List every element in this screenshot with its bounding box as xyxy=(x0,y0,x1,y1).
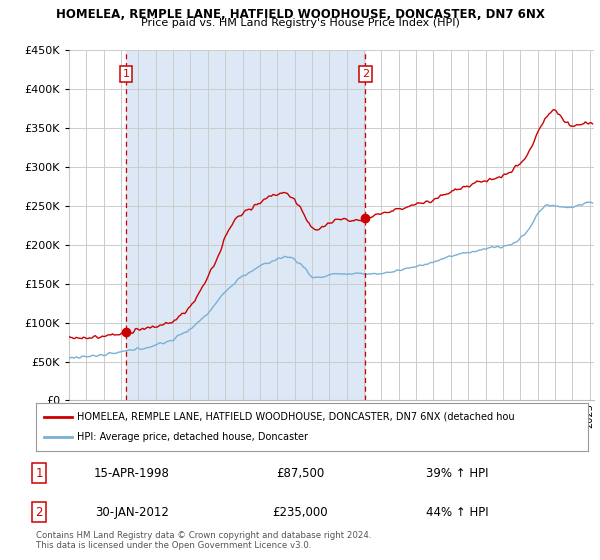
Text: 44% ↑ HPI: 44% ↑ HPI xyxy=(426,506,488,519)
Text: 2: 2 xyxy=(35,506,43,519)
Text: 39% ↑ HPI: 39% ↑ HPI xyxy=(426,466,488,480)
Text: HOMELEA, REMPLE LANE, HATFIELD WOODHOUSE, DONCASTER, DN7 6NX (detached hou: HOMELEA, REMPLE LANE, HATFIELD WOODHOUSE… xyxy=(77,412,515,422)
Text: Contains HM Land Registry data © Crown copyright and database right 2024.
This d: Contains HM Land Registry data © Crown c… xyxy=(36,530,371,550)
Text: 15-APR-1998: 15-APR-1998 xyxy=(94,466,170,480)
Bar xyxy=(126,50,365,400)
Text: HPI: Average price, detached house, Doncaster: HPI: Average price, detached house, Donc… xyxy=(77,432,308,442)
Text: 1: 1 xyxy=(122,69,130,79)
Text: £235,000: £235,000 xyxy=(272,506,328,519)
Text: 30-JAN-2012: 30-JAN-2012 xyxy=(95,506,169,519)
Text: £87,500: £87,500 xyxy=(276,466,324,480)
Text: 2: 2 xyxy=(362,69,369,79)
Text: Price paid vs. HM Land Registry's House Price Index (HPI): Price paid vs. HM Land Registry's House … xyxy=(140,18,460,29)
Text: HOMELEA, REMPLE LANE, HATFIELD WOODHOUSE, DONCASTER, DN7 6NX: HOMELEA, REMPLE LANE, HATFIELD WOODHOUSE… xyxy=(56,8,544,21)
Text: 1: 1 xyxy=(35,466,43,480)
